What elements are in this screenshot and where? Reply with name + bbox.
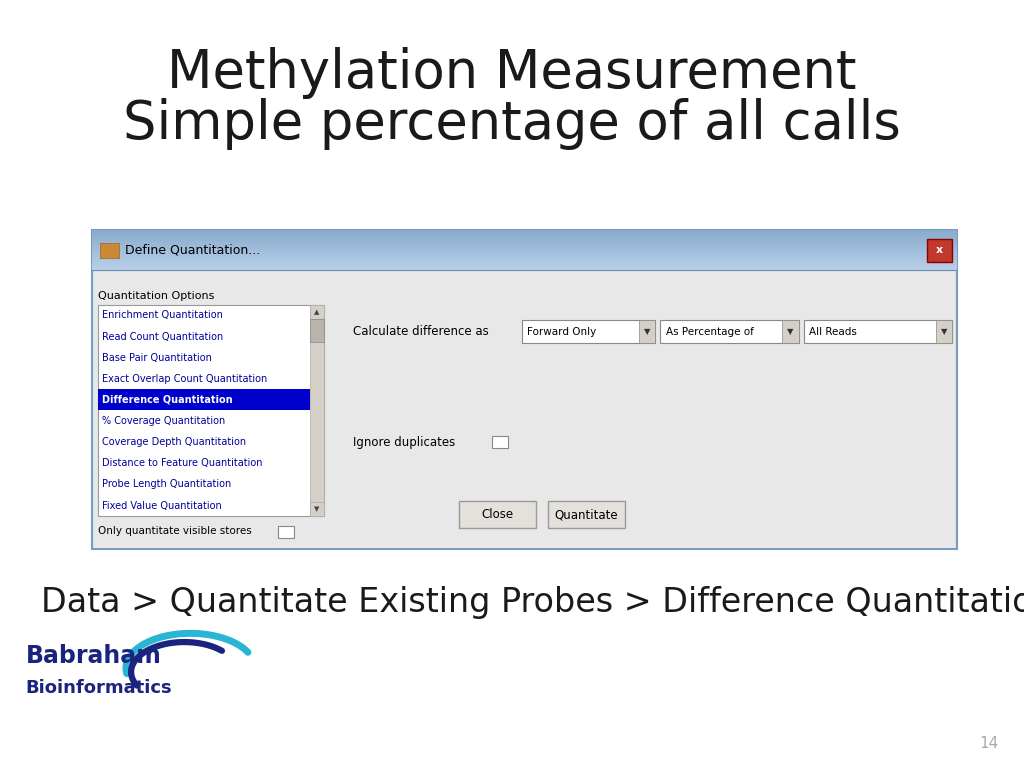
Bar xyxy=(92,247,957,248)
Bar xyxy=(92,261,957,263)
Text: Probe Length Quantitation: Probe Length Quantitation xyxy=(102,479,231,489)
Bar xyxy=(92,263,957,265)
Text: Exact Overlap Count Quantitation: Exact Overlap Count Quantitation xyxy=(102,374,267,384)
Text: Quantitation Options: Quantitation Options xyxy=(98,291,215,301)
Bar xyxy=(92,232,957,233)
Bar xyxy=(98,305,324,516)
Bar xyxy=(310,305,324,516)
Bar xyxy=(92,233,957,234)
Bar xyxy=(92,265,957,266)
Text: Distance to Feature Quantitation: Distance to Feature Quantitation xyxy=(102,458,263,468)
Bar xyxy=(310,305,324,319)
Bar xyxy=(492,436,508,449)
Bar xyxy=(310,502,324,516)
Text: Methylation Measurement: Methylation Measurement xyxy=(167,47,857,99)
Text: Babraham: Babraham xyxy=(26,644,162,668)
Text: Data > Quantitate Existing Probes > Difference Quantitation: Data > Quantitate Existing Probes > Diff… xyxy=(41,587,1024,619)
Text: Calculate difference as: Calculate difference as xyxy=(353,326,489,338)
Bar xyxy=(782,320,799,343)
Text: Fixed Value Quantitation: Fixed Value Quantitation xyxy=(102,501,222,511)
Bar xyxy=(92,243,957,245)
Bar xyxy=(92,249,957,250)
Text: Read Count Quantitation: Read Count Quantitation xyxy=(102,332,223,342)
Bar xyxy=(660,320,799,343)
Bar xyxy=(92,245,957,247)
Bar xyxy=(92,238,957,240)
Text: x: x xyxy=(936,245,943,256)
Bar xyxy=(804,320,952,343)
Bar xyxy=(94,270,955,548)
Bar xyxy=(98,389,310,411)
Bar xyxy=(92,253,957,254)
Bar xyxy=(92,260,957,261)
Text: Close: Close xyxy=(481,508,514,521)
Bar xyxy=(92,257,957,258)
Bar xyxy=(92,237,957,238)
Text: ▼: ▼ xyxy=(314,506,319,512)
Text: 14: 14 xyxy=(979,736,998,751)
Bar xyxy=(92,268,957,269)
Bar xyxy=(522,320,655,343)
Bar xyxy=(936,320,952,343)
Bar xyxy=(92,258,957,260)
Bar xyxy=(92,256,957,257)
Bar xyxy=(459,501,536,528)
Bar xyxy=(92,252,957,253)
Text: ▲: ▲ xyxy=(314,309,319,315)
Bar xyxy=(92,241,957,243)
Text: Bioinformatics: Bioinformatics xyxy=(26,679,172,697)
Text: Define Quantitation...: Define Quantitation... xyxy=(125,244,260,257)
Bar xyxy=(92,234,957,236)
Bar xyxy=(92,230,957,232)
Text: % Coverage Quantitation: % Coverage Quantitation xyxy=(102,416,225,426)
Bar xyxy=(92,250,957,252)
Text: ▼: ▼ xyxy=(941,327,947,336)
Text: Base Pair Quantitation: Base Pair Quantitation xyxy=(102,353,212,362)
Text: Difference Quantitation: Difference Quantitation xyxy=(102,395,233,405)
Bar xyxy=(100,243,119,258)
Text: Quantitate: Quantitate xyxy=(555,508,618,521)
Text: Forward Only: Forward Only xyxy=(527,326,597,337)
Bar xyxy=(310,319,324,342)
Bar xyxy=(92,254,957,256)
Bar xyxy=(92,230,957,549)
Text: Only quantitate visible stores: Only quantitate visible stores xyxy=(98,526,252,537)
Bar xyxy=(639,320,655,343)
Text: Enrichment Quantitation: Enrichment Quantitation xyxy=(102,310,223,320)
Text: Coverage Depth Quantitation: Coverage Depth Quantitation xyxy=(102,437,247,447)
Bar xyxy=(548,501,625,528)
Bar xyxy=(278,526,294,538)
Bar xyxy=(92,248,957,249)
Text: As Percentage of: As Percentage of xyxy=(666,326,754,337)
Text: ▼: ▼ xyxy=(787,327,794,336)
Text: Simple percentage of all calls: Simple percentage of all calls xyxy=(123,98,901,151)
Text: Ignore duplicates: Ignore duplicates xyxy=(353,435,456,449)
Bar xyxy=(92,266,957,268)
Bar xyxy=(92,240,957,241)
Bar xyxy=(927,239,952,262)
Bar xyxy=(92,269,957,270)
Text: All Reads: All Reads xyxy=(809,326,857,337)
Text: ▼: ▼ xyxy=(644,327,650,336)
Bar xyxy=(92,236,957,237)
